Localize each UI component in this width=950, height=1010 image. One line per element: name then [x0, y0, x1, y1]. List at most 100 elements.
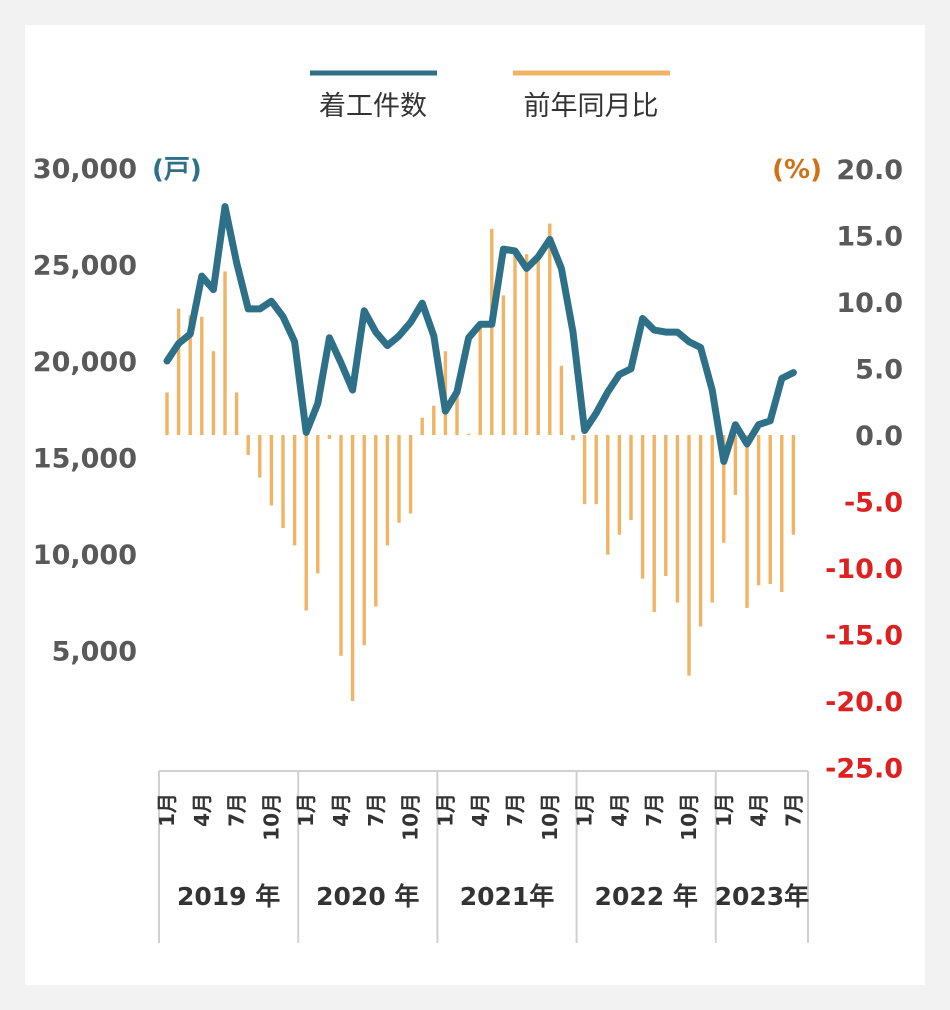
yoy-bar — [594, 435, 598, 505]
yoy-bar — [722, 435, 726, 543]
yoy-bar — [559, 365, 564, 435]
left-tick-label: 10,000 — [33, 540, 137, 571]
left-axis-unit: (戸) — [152, 155, 202, 185]
yoy-bar — [292, 435, 297, 546]
right-tick-label: -15.0 — [825, 621, 903, 652]
yoy-bar — [258, 435, 262, 478]
yoy-bar — [408, 435, 413, 514]
month-label: 7月 — [642, 793, 666, 827]
month-label: 1月 — [433, 793, 457, 827]
right-tick-label: -5.0 — [844, 488, 903, 519]
yoy-bar — [165, 392, 169, 435]
left-tick-label: 25,000 — [33, 251, 137, 282]
yoy-bar — [211, 351, 216, 435]
right-tick-label: -25.0 — [825, 754, 903, 785]
month-label: 10月 — [259, 793, 283, 841]
year-label: 2019 年 — [177, 882, 280, 911]
yoy-bars — [165, 223, 796, 701]
right-tick-label: 0.0 — [855, 421, 903, 452]
month-label: 7月 — [781, 793, 805, 827]
x-axis: 1月 4月 7月 10月 2019 年 1月 4月 7月 10月 2020 年 1月 4月 7月 10月 2… — [155, 770, 810, 943]
yoy-bar — [524, 254, 529, 435]
yoy-bar — [606, 435, 610, 555]
chart-card: 着工件数 前年同月比 30,000 25,000 20,000 15,000 10,000… — [25, 25, 925, 985]
chart: 着工件数 前年同月比 30,000 25,000 20,000 15,000 10,000… — [33, 70, 903, 943]
yoy-bar — [710, 435, 714, 603]
yoy-bar — [629, 435, 633, 521]
legend: 着工件数 前年同月比 — [310, 70, 670, 122]
left-tick-label: 5,000 — [52, 637, 137, 668]
yoy-bar — [397, 435, 401, 523]
yoy-bar — [687, 435, 691, 676]
month-label: 1月 — [573, 793, 597, 827]
month-label: 7月 — [364, 793, 388, 827]
right-tick-label: 5.0 — [855, 355, 903, 386]
year-label: 2022 年 — [595, 882, 698, 911]
right-tick-label: 10.0 — [836, 288, 903, 319]
starts-line — [163, 203, 797, 465]
yoy-bar — [571, 435, 575, 441]
year-group: 1月 4月 7月 2023年 — [712, 770, 810, 943]
yoy-bar — [536, 252, 540, 435]
yoy-bar — [490, 228, 494, 435]
year-label: 2023年 — [715, 882, 810, 911]
right-tick-label: 15.0 — [836, 222, 903, 253]
yoy-bar — [698, 435, 703, 627]
yoy-bar — [513, 248, 517, 435]
month-label: 4月 — [190, 793, 214, 827]
year-group: 1月 4月 7月 10月 2020 年 — [294, 770, 438, 943]
year-group: 1月 4月 7月 10月 2021年 — [433, 770, 577, 943]
yoy-bar — [188, 315, 192, 435]
month-label: 7月 — [225, 793, 249, 827]
right-axis-unit: (%) — [772, 155, 822, 185]
yoy-bar — [455, 380, 459, 435]
yoy-bar — [582, 435, 587, 505]
yoy-bar — [269, 435, 274, 506]
legend-label: 着工件数 — [319, 91, 427, 122]
yoy-bar — [350, 435, 355, 701]
legend-label: 前年同月比 — [524, 91, 659, 122]
yoy-bar — [466, 433, 471, 435]
year-group: 1月 4月 7月 10月 2019 年 — [155, 770, 299, 943]
yoy-bar — [200, 316, 204, 435]
yoy-bar — [617, 435, 622, 535]
month-label: 7月 — [503, 793, 527, 827]
yoy-bar — [780, 435, 784, 592]
yoy-bar — [745, 435, 749, 608]
month-label: 1月 — [712, 793, 736, 827]
yoy-bar — [791, 435, 796, 535]
yoy-bar — [432, 405, 436, 435]
yoy-bar — [385, 435, 390, 546]
yoy-bar — [420, 417, 424, 435]
yoy-bar — [176, 308, 181, 435]
year-label: 2020 年 — [316, 882, 419, 911]
yoy-bar — [316, 435, 320, 574]
yoy-bar — [374, 435, 378, 607]
yoy-bar — [768, 435, 772, 584]
month-label: 4月 — [468, 793, 492, 827]
month-label: 10月 — [538, 793, 562, 841]
yoy-bar — [664, 435, 668, 576]
month-label: 1月 — [155, 793, 179, 827]
left-tick-label: 30,000 — [33, 154, 137, 185]
yoy-bar — [304, 435, 308, 611]
yoy-bar — [478, 324, 482, 435]
axis-labels: 30,000 25,000 20,000 15,000 10,000 5,000 (戸) 20… — [33, 154, 903, 785]
yoy-bar — [223, 271, 227, 435]
left-tick-label: 15,000 — [33, 444, 137, 475]
yoy-bar — [640, 435, 645, 579]
right-tick-label: -20.0 — [825, 687, 903, 718]
yoy-bar — [675, 435, 680, 603]
yoy-bar — [246, 435, 250, 455]
yoy-bar — [733, 435, 738, 495]
yoy-bar — [362, 435, 366, 646]
yoy-bar — [756, 435, 761, 586]
yoy-bar — [501, 295, 506, 435]
year-label: 2021年 — [460, 882, 555, 911]
yoy-bar — [327, 435, 332, 439]
month-label: 10月 — [399, 793, 423, 841]
month-label: 4月 — [607, 793, 631, 827]
right-tick-label: -10.0 — [825, 554, 903, 585]
yoy-bar — [281, 435, 285, 529]
month-label: 1月 — [294, 793, 318, 827]
